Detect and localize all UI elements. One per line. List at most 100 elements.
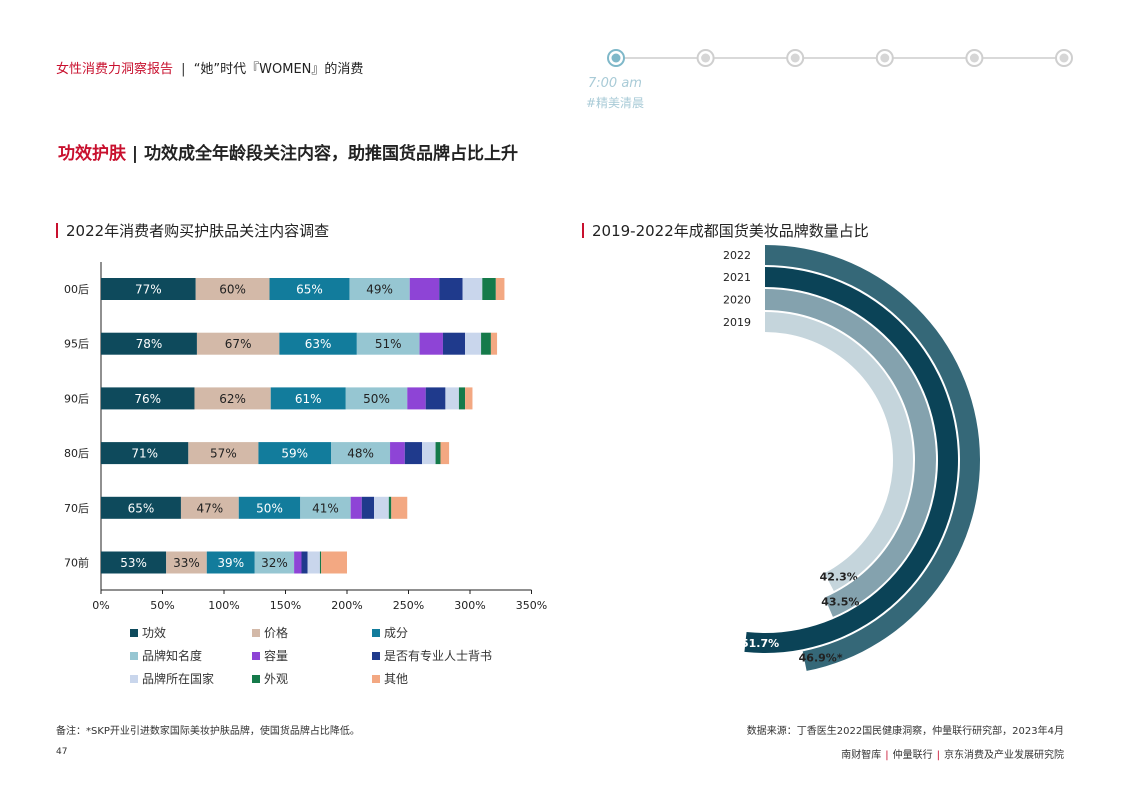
legend-item: 成分 <box>372 624 408 641</box>
bar-segment <box>195 278 270 300</box>
bar-segment <box>462 278 483 300</box>
bar-data-label: 50% <box>256 501 283 515</box>
bar-segment <box>350 496 362 519</box>
footer-org-1: 南财智库 <box>841 750 882 761</box>
footnote: 备注：*SKP开业引进数家国际美妆护肤品牌，使国货品牌占比降低。 <box>56 726 360 737</box>
bar-data-label: 76% <box>134 392 161 406</box>
footer-org-2: 仲量联行 <box>892 750 933 761</box>
timeline-dot <box>875 49 894 67</box>
year-label: 2021 <box>723 271 751 284</box>
bar-data-label: 67% <box>225 337 252 351</box>
year-label: 2019 <box>723 316 751 329</box>
bar-segment <box>294 551 302 574</box>
timeline-time: 7:00 am <box>588 76 642 91</box>
timeline-dot <box>607 49 625 67</box>
category-label: 70前 <box>64 556 89 570</box>
legend-label: 品牌知名度 <box>142 649 203 663</box>
bar-segment <box>495 278 505 300</box>
legend-label: 品牌所在国家 <box>142 672 215 686</box>
bar-segment <box>407 387 426 410</box>
bar-segment <box>409 278 440 300</box>
right-chart-title: 2019-2022年成都国货美妆品牌数量占比 <box>582 220 869 241</box>
radial-bar <box>765 289 936 617</box>
bar-segment <box>321 551 347 574</box>
timeline-progress <box>607 49 1073 67</box>
bar-segment <box>188 442 259 465</box>
bar-data-label: 60% <box>219 283 246 297</box>
bar-segment <box>319 551 322 574</box>
category-label: 70后 <box>64 502 89 515</box>
bar-data-label: 71% <box>131 447 158 461</box>
bar-data-label: 77% <box>135 283 162 297</box>
report-subtitle: “她”时代『WOMEN』的消费 <box>193 62 364 77</box>
legend-swatch <box>252 652 260 660</box>
bar-segment <box>445 387 459 410</box>
x-tick-label: 200% <box>331 599 362 612</box>
bar-data-label: 49% <box>366 283 393 297</box>
bar-segment <box>482 278 496 300</box>
legend-label: 功效 <box>142 626 167 640</box>
page-title: 功效护肤 | 功效成全年龄段关注内容，助推国货品牌占比上升 <box>58 139 518 164</box>
radial-bar <box>765 312 914 592</box>
bar-segment <box>425 387 446 410</box>
bar-data-label: 65% <box>128 501 155 515</box>
bar-segment <box>374 496 389 519</box>
category-label: 80后 <box>64 447 89 460</box>
bar-data-label: 33% <box>173 556 200 570</box>
timeline-dot <box>1055 49 1073 67</box>
bar-segment <box>307 551 320 574</box>
bar-segment <box>206 551 255 574</box>
bar-segment <box>465 387 473 410</box>
legend-swatch <box>130 675 138 683</box>
bar-data-label: 39% <box>217 556 244 570</box>
timeline-dot <box>965 49 984 67</box>
footer-orgs: 南财智库 | 仲量联行 | 京东消费及产业发展研究院 <box>841 746 1064 761</box>
bar-segment <box>279 332 357 355</box>
bar-data-label: 53% <box>120 556 147 570</box>
page-title-separator: | <box>131 144 139 164</box>
bar-segment <box>166 551 207 574</box>
bar-segment <box>349 278 410 300</box>
bar-segment <box>101 551 167 574</box>
bar-data-label: 47% <box>197 501 224 515</box>
bar-segment <box>481 332 491 355</box>
bar-segment <box>196 332 280 355</box>
bar-segment <box>435 442 441 465</box>
radial-value-label: 46.9%* <box>799 651 843 664</box>
legend-item: 外观 <box>252 670 288 687</box>
data-source: 数据来源：丁香医生2022国民健康洞察，仲量联行研究部，2023年4月 <box>746 726 1064 737</box>
footer-org-3: 京东消费及产业发展研究院 <box>944 750 1064 761</box>
legend-label: 外观 <box>264 672 289 686</box>
bar-segment <box>419 332 443 355</box>
bar-segment <box>390 442 405 465</box>
x-tick-label: 300% <box>454 599 485 612</box>
timeline-dot <box>786 49 805 67</box>
category-label: 00后 <box>64 283 89 296</box>
legend-item: 功效 <box>130 624 166 641</box>
legend-label: 成分 <box>384 626 409 640</box>
legend-swatch <box>252 675 260 683</box>
bar-data-label: 41% <box>312 501 339 515</box>
legend-swatch <box>130 629 138 637</box>
bar-segment <box>194 387 271 410</box>
legend-item: 品牌知名度 <box>130 647 202 664</box>
bar-segment <box>238 496 301 519</box>
bar-data-label: 62% <box>219 392 246 406</box>
x-tick-label: 100% <box>208 599 239 612</box>
bar-data-label: 61% <box>295 392 322 406</box>
bar-segment <box>356 332 420 355</box>
x-tick-label: 50% <box>150 599 174 612</box>
bar-segment <box>101 442 189 465</box>
bar-segment <box>254 551 295 574</box>
bar-segment <box>458 387 466 410</box>
bar-segment <box>101 496 181 519</box>
bar-segment <box>270 387 346 410</box>
legend-swatch <box>372 675 380 683</box>
legend-swatch <box>372 629 380 637</box>
report-header: 女性消费力洞察报告 | “她”时代『WOMEN』的消费 <box>56 58 363 77</box>
bar-data-label: 63% <box>305 337 332 351</box>
legend-swatch <box>372 652 380 660</box>
bar-segment <box>442 332 466 355</box>
bar-segment <box>180 496 239 519</box>
bar-segment <box>439 278 463 300</box>
